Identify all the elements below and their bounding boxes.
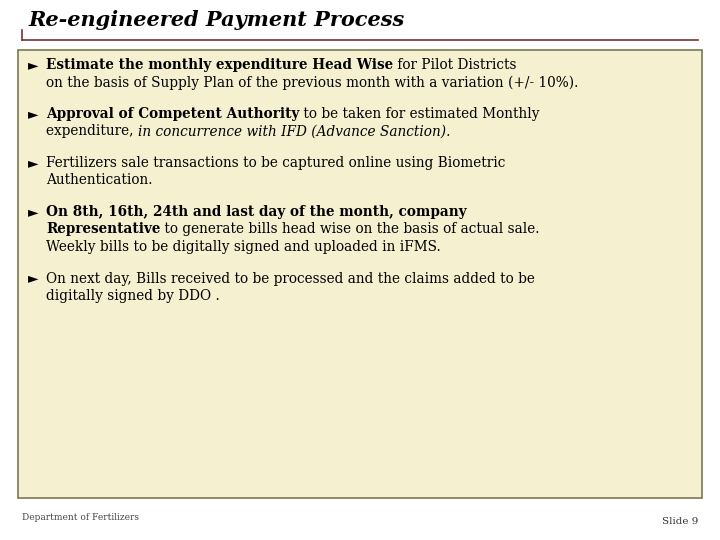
Text: Fertilizers sale transactions to be captured online using Biometric: Fertilizers sale transactions to be capt… bbox=[46, 156, 505, 170]
FancyBboxPatch shape bbox=[18, 50, 702, 498]
Text: ►: ► bbox=[28, 156, 38, 170]
Text: On next day, Bills received to be processed and the claims added to be: On next day, Bills received to be proces… bbox=[46, 272, 535, 286]
Text: ►: ► bbox=[28, 272, 38, 286]
Text: Weekly bills to be digitally signed and uploaded in iFMS.: Weekly bills to be digitally signed and … bbox=[46, 240, 441, 254]
Text: Authentication.: Authentication. bbox=[46, 173, 153, 187]
Text: ►: ► bbox=[28, 107, 38, 121]
Text: On 8th, 16th, 24th and last day of the month, company: On 8th, 16th, 24th and last day of the m… bbox=[46, 205, 467, 219]
Text: Approval of Competent Authority: Approval of Competent Authority bbox=[46, 107, 300, 121]
Text: ►: ► bbox=[28, 58, 38, 72]
Text: Representative: Representative bbox=[46, 222, 161, 237]
Text: Slide 9: Slide 9 bbox=[662, 517, 698, 526]
Text: for Pilot Districts: for Pilot Districts bbox=[393, 58, 517, 72]
Text: in concurrence with IFD (Advance Sanction).: in concurrence with IFD (Advance Sanctio… bbox=[138, 125, 451, 138]
Text: digitally signed by DDO .: digitally signed by DDO . bbox=[46, 289, 220, 303]
Text: to be taken for estimated Monthly: to be taken for estimated Monthly bbox=[300, 107, 540, 121]
Text: Department of Fertilizers: Department of Fertilizers bbox=[22, 513, 139, 522]
Text: to generate bills head wise on the basis of actual sale.: to generate bills head wise on the basis… bbox=[161, 222, 540, 237]
Text: on the basis of Supply Plan of the previous month with a variation (+/- 10%).: on the basis of Supply Plan of the previ… bbox=[46, 76, 578, 90]
Text: ►: ► bbox=[28, 205, 38, 219]
Text: Estimate the monthly expenditure Head Wise: Estimate the monthly expenditure Head Wi… bbox=[46, 58, 393, 72]
Text: expenditure,: expenditure, bbox=[46, 125, 138, 138]
Text: Re-engineered Payment Process: Re-engineered Payment Process bbox=[28, 10, 404, 30]
